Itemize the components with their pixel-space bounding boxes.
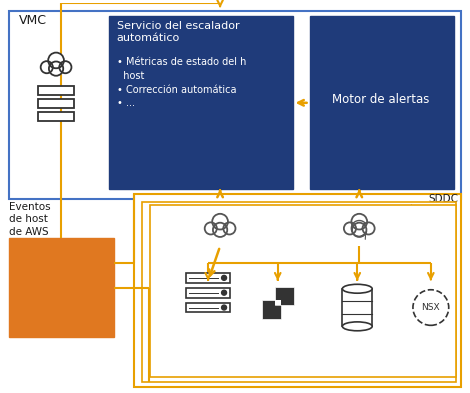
- Bar: [275, 300, 281, 305]
- Text: Servicio de supervisión
del SDDC: Servicio de supervisión del SDDC: [298, 205, 420, 228]
- Text: Lambda
de AWS: Lambda de AWS: [36, 273, 86, 302]
- Circle shape: [352, 214, 367, 230]
- Text: • Métricas de estado del h
  host
• Corrección automática
• ...: • Métricas de estado del h host • Correc…: [117, 57, 246, 108]
- Circle shape: [212, 214, 228, 230]
- Circle shape: [221, 305, 227, 310]
- Circle shape: [344, 222, 356, 235]
- Bar: [38, 99, 74, 108]
- Bar: [186, 288, 230, 298]
- Ellipse shape: [342, 322, 372, 331]
- Bar: [310, 16, 454, 189]
- Text: Eventos
de host
de AWS: Eventos de host de AWS: [9, 202, 51, 237]
- Circle shape: [221, 275, 227, 280]
- Bar: [38, 86, 74, 95]
- Circle shape: [223, 222, 235, 235]
- Bar: [275, 286, 294, 305]
- Bar: [149, 205, 456, 377]
- Bar: [38, 112, 74, 121]
- Bar: [141, 202, 456, 382]
- Text: NSX: NSX: [422, 303, 440, 312]
- Bar: [133, 194, 461, 387]
- Bar: [109, 16, 293, 189]
- Text: Servicio del escalador
automático: Servicio del escalador automático: [117, 21, 239, 43]
- Text: Servicio
del SDDC: Servicio del SDDC: [196, 205, 245, 227]
- Text: vSAN: vSAN: [344, 340, 371, 350]
- Text: ESXi: ESXi: [196, 340, 220, 350]
- Bar: [9, 11, 461, 199]
- Circle shape: [205, 222, 217, 235]
- Circle shape: [362, 222, 375, 235]
- Ellipse shape: [342, 284, 372, 293]
- Circle shape: [59, 61, 71, 73]
- Circle shape: [352, 223, 367, 237]
- Text: SDDC: SDDC: [429, 194, 459, 204]
- Bar: [186, 303, 230, 312]
- Circle shape: [49, 61, 63, 76]
- Text: vCenter: vCenter: [257, 340, 298, 350]
- Circle shape: [48, 53, 64, 68]
- Circle shape: [41, 61, 53, 73]
- Bar: [9, 238, 114, 337]
- Circle shape: [213, 223, 227, 237]
- Bar: [186, 273, 230, 283]
- Text: NSX: NSX: [420, 340, 442, 350]
- Bar: [262, 300, 281, 319]
- Text: VMC: VMC: [19, 14, 47, 27]
- Text: Motor de alertas: Motor de alertas: [332, 93, 430, 107]
- Circle shape: [221, 290, 227, 295]
